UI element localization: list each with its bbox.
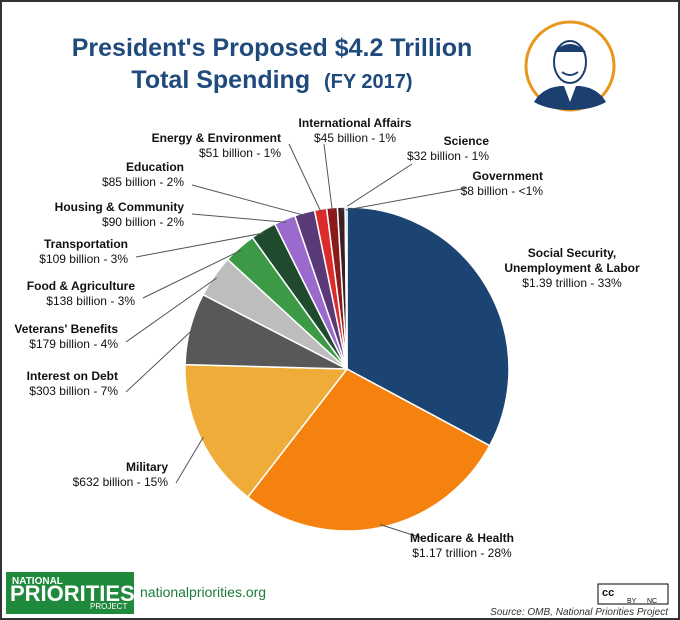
category-label: Science — [443, 134, 489, 148]
title-line: President's Proposed $4.2 Trillion — [71, 34, 473, 62]
slice-label: Government $8 billion - <1% — [461, 169, 543, 199]
category-label: Military — [125, 460, 168, 474]
leader-line — [323, 143, 333, 211]
slice-label: Energy & Environment $51 billion - 1% — [152, 131, 281, 161]
value-label: $179 billion - 4% — [29, 337, 118, 351]
category-label: Food & Agriculture — [26, 279, 135, 293]
category-label: Energy & Environment — [151, 131, 281, 145]
value-label: $303 billion - 7% — [29, 384, 118, 398]
category-label: Housing & Community — [54, 200, 184, 214]
slice — [246, 368, 491, 532]
value-label: $85 billion - 2% — [101, 175, 184, 189]
leader-line — [191, 213, 286, 223]
slice — [184, 363, 349, 499]
logo-text: NATIONAL — [12, 576, 63, 587]
category-label: Transportation — [43, 237, 128, 251]
slice-label: Science $32 billion - 1% — [407, 134, 489, 164]
leader-line — [135, 232, 265, 258]
value-label: $45 billion - 1% — [313, 131, 397, 145]
leader-line — [191, 184, 306, 217]
slice-label: Social Security, Unemployment & Labor $1.… — [452, 246, 678, 291]
value-label: $1.39 trillion - 33% — [522, 276, 622, 290]
title-line: Total Spending — [131, 66, 311, 94]
category-label: Veterans' Benefits — [14, 322, 118, 336]
value-label: $109 billion - 3% — [39, 252, 128, 266]
category-label: Government — [472, 169, 543, 183]
leader-line — [345, 187, 468, 211]
url: nationalpriorities.org — [140, 584, 267, 600]
license: NC — [647, 598, 658, 605]
value-label: $51 billion - 1% — [198, 146, 281, 160]
category-label: Medicare & Health — [409, 531, 515, 545]
logo-box — [6, 572, 134, 614]
category-label: International Affairs — [298, 116, 412, 130]
value-label: $32 billion - 1% — [406, 149, 489, 163]
slice-label: Medicare & Health $1.17 trillion - 28% — [342, 531, 582, 561]
slice-label: Military $632 billion - 15% — [73, 460, 168, 490]
value-label: $8 billion - <1% — [460, 184, 543, 198]
license: BY — [627, 598, 637, 605]
slice-label: Veterans' Benefits $179 billion - 4% — [14, 322, 118, 352]
subtitle: (FY 2017) — [324, 71, 413, 93]
category-label: Interest on Debt — [26, 369, 118, 383]
slice-label: Education $85 billion - 2% — [102, 160, 184, 190]
slice-label: Transportation $109 billion - 3% — [39, 237, 128, 267]
pie — [125, 143, 510, 539]
leader-line — [341, 163, 413, 211]
value-label: $632 billion - 15% — [72, 475, 168, 489]
value-label: $90 billion - 2% — [101, 215, 184, 229]
logo-text: PROJECT — [90, 602, 128, 611]
leader-line — [125, 329, 194, 393]
slice — [346, 206, 510, 447]
leader-line — [379, 524, 423, 539]
portrait — [524, 20, 616, 112]
license-box — [597, 583, 669, 605]
leader-line — [175, 436, 204, 484]
slice-label: International Affairs $45 billion - 1% — [235, 116, 475, 146]
leader-line — [125, 277, 217, 343]
license: cc — [602, 587, 615, 599]
leader-line — [142, 249, 242, 299]
logo-text: PRIORITIES — [10, 581, 135, 606]
slice-label: Interest on Debt $303 billion - 7% — [27, 369, 118, 399]
value-label: $138 billion - 3% — [46, 294, 135, 308]
leader-line — [288, 143, 322, 213]
category-label: Education — [125, 160, 184, 174]
value-label: $1.17 trillion - 28% — [412, 546, 512, 560]
category-label: Social Security, Unemployment & Labor — [504, 246, 640, 275]
slice-label: Food & Agriculture $138 billion - 3% — [27, 279, 135, 309]
source: Source: OMB, National Priorities Project — [490, 607, 668, 618]
slice-label: Housing & Community $90 billion - 2% — [55, 200, 184, 230]
slice — [344, 206, 348, 370]
title-line: Total Spending (FY 2017) — [22, 66, 522, 95]
